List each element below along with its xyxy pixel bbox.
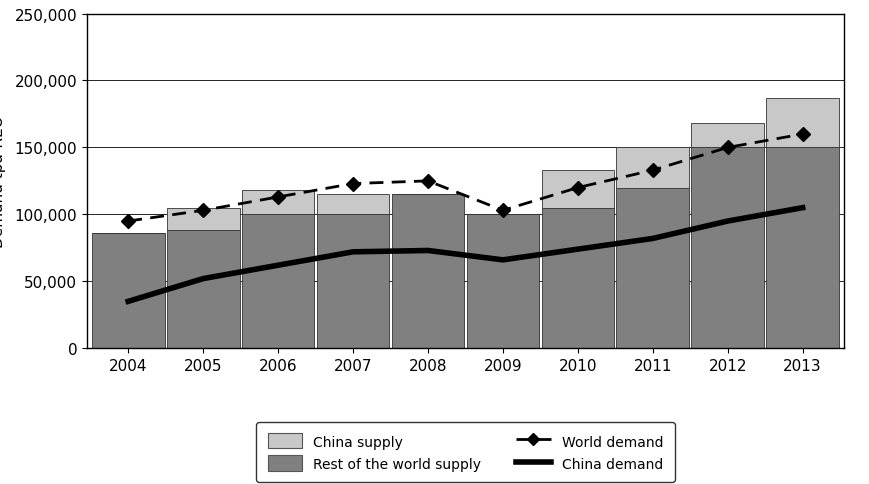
Bar xyxy=(242,191,314,215)
Bar xyxy=(691,148,763,348)
Bar xyxy=(316,215,389,348)
Bar xyxy=(541,171,614,208)
Bar xyxy=(316,195,389,215)
Bar xyxy=(92,234,164,348)
Bar xyxy=(766,99,838,148)
Bar xyxy=(766,148,838,348)
Bar xyxy=(691,124,763,148)
Legend: China supply, Rest of the world supply, World demand, China demand: China supply, Rest of the world supply, … xyxy=(256,423,673,482)
Bar xyxy=(541,208,614,348)
Bar xyxy=(167,231,239,348)
Bar xyxy=(242,215,314,348)
Y-axis label: Demand tpa-REO: Demand tpa-REO xyxy=(0,115,6,248)
Bar xyxy=(391,195,464,348)
Bar xyxy=(167,208,239,231)
Bar xyxy=(616,148,688,188)
Bar xyxy=(466,215,539,348)
Bar xyxy=(616,188,688,348)
